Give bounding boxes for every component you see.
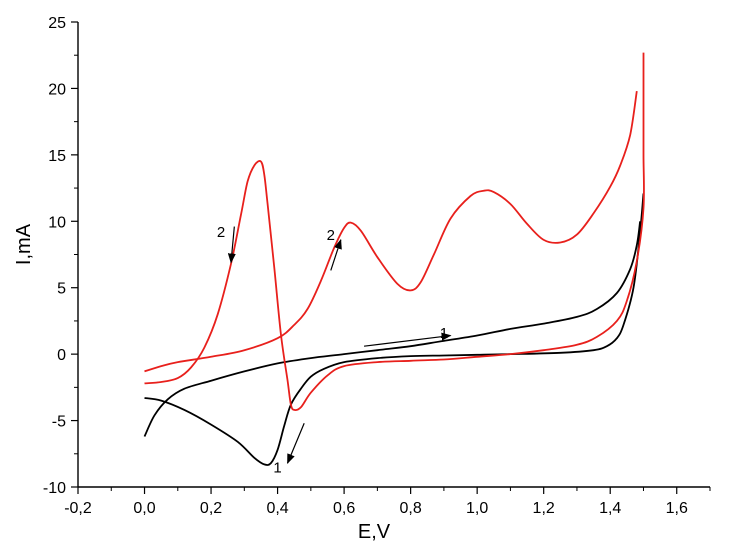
x-tick-label: 0,6 [333,500,355,517]
x-tick-label: 1,0 [466,500,488,517]
plot-area [143,52,645,466]
series-1-line [144,193,645,466]
x-axis-label: E,V [358,521,391,541]
x-tick-label: 1,2 [533,500,555,517]
series-2-line [144,90,638,373]
annotations: 1 1 2 2 [217,224,452,476]
x-tick-label: 0,8 [400,500,422,517]
y-tick-label: 0 [57,347,66,364]
annotation-arrow [363,332,452,347]
annotation-arrow [330,238,342,271]
y-tick-label: -5 [52,414,66,431]
x-tick-label: 1,6 [666,500,688,517]
annotation-label: 1 [440,325,448,342]
y-tick-label: 5 [57,281,66,298]
annotation-arrow [287,422,305,465]
x-tick-label: 0,4 [266,500,288,517]
y-tick-label: 15 [48,148,66,165]
y-tick-label: 10 [48,214,66,231]
y-axis-label: I,mA [13,223,35,265]
annotation-label: 2 [217,224,225,241]
y-tick-label: -10 [43,480,66,497]
y-tick-label: 25 [48,15,66,32]
annotation-label: 1 [273,459,281,476]
x-tick-label: -0,2 [64,500,92,517]
x-tick-label: 0,0 [133,500,155,517]
axes: -0,2 0,0 0,2 0,4 0,6 0,8 1,0 1,2 1,4 1,6 -10 -5 0 5 10… [43,15,711,517]
series-1-line [143,221,641,437]
annotation-arrow [227,226,236,264]
series-2-line [144,52,645,412]
annotation-label: 2 [327,227,335,244]
x-tick-label: 1,4 [599,500,621,517]
y-tick-label: 20 [48,81,66,98]
x-tick-label: 0,2 [200,500,222,517]
